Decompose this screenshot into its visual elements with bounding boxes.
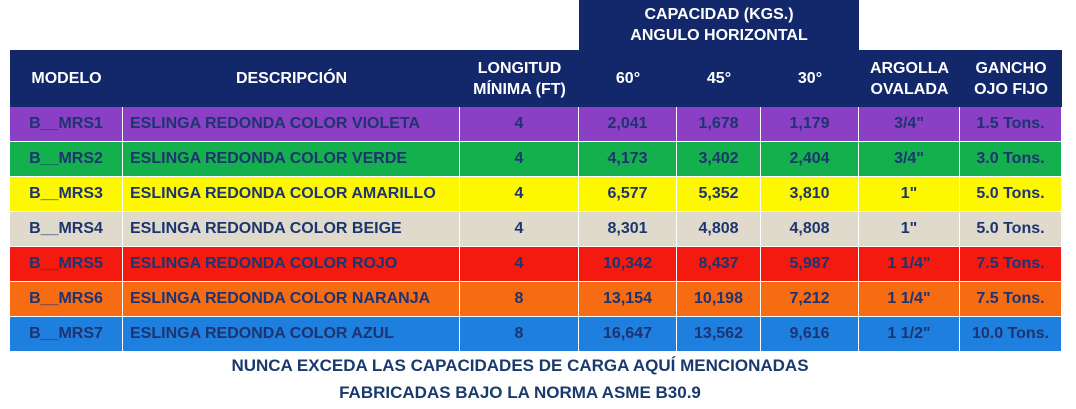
capacity-30-cell: 4,808 — [761, 212, 859, 247]
argolla-cell: 1" — [859, 212, 960, 247]
gancho-cell: 7.5 Tons. — [960, 247, 1062, 282]
modelo-cell: B__MRS3 — [10, 177, 123, 212]
header-gancho-line1: GANCHO — [975, 59, 1047, 77]
longitud-cell: 4 — [460, 212, 579, 247]
capacity-30-cell: 2,404 — [761, 142, 859, 177]
argolla-cell: 1 1/4" — [859, 247, 960, 282]
longitud-cell: 4 — [460, 142, 579, 177]
modelo-cell: B__MRS2 — [10, 142, 123, 177]
argolla-cell: 1" — [859, 177, 960, 212]
capacity-30-cell: 1,179 — [761, 107, 859, 142]
longitud-cell: 8 — [460, 317, 579, 352]
modelo-cell: B__MRS1 — [10, 107, 123, 142]
capacity-45-cell: 13,562 — [677, 317, 761, 352]
descripcion-cell: ESLINGA REDONDA COLOR BEIGE — [123, 212, 460, 247]
modelo-cell: B__MRS4 — [10, 212, 123, 247]
descripcion-cell: ESLINGA REDONDA COLOR NARANJA — [123, 282, 460, 317]
capacity-60-cell: 4,173 — [579, 142, 677, 177]
header-gancho: GANCHO OJO FIJO — [960, 50, 1062, 107]
capacity-30-cell: 9,616 — [761, 317, 859, 352]
gancho-cell: 10.0 Tons. — [960, 317, 1062, 352]
header-argolla: ARGOLLA OVALADA — [859, 50, 960, 107]
header-gancho-line2: OJO FIJO — [974, 80, 1048, 98]
header-modelo: MODELO — [10, 50, 123, 107]
modelo-cell: B__MRS6 — [10, 282, 123, 317]
argolla-cell: 3/4" — [859, 107, 960, 142]
header-angle-45-label: 45° — [706, 69, 732, 87]
header-angle-60-label: 60° — [615, 69, 641, 87]
header-descripcion: DESCRIPCIÓN — [123, 50, 460, 107]
capacity-45-cell: 10,198 — [677, 282, 761, 317]
capacity-45-cell: 8,437 — [677, 247, 761, 282]
header-angle-30-label: 30° — [797, 69, 823, 87]
gancho-cell: 3.0 Tons. — [960, 142, 1062, 177]
header-angle-30: 30° — [761, 50, 859, 107]
capacity-group-line1: CAPACIDAD (KGS.) — [644, 6, 794, 23]
modelo-cell: B__MRS7 — [10, 317, 123, 352]
capacity-60-cell: 2,041 — [579, 107, 677, 142]
capacity-60-cell: 16,647 — [579, 317, 677, 352]
longitud-cell: 8 — [460, 282, 579, 317]
capacity-30-cell: 7,212 — [761, 282, 859, 317]
capacity-60-cell: 13,154 — [579, 282, 677, 317]
descripcion-cell: ESLINGA REDONDA COLOR AMARILLO — [123, 177, 460, 212]
header-argolla-line2: OVALADA — [870, 80, 949, 98]
longitud-cell: 4 — [460, 177, 579, 212]
capacity-45-cell: 4,808 — [677, 212, 761, 247]
header-longitud-line2: MÍNIMA (FT) — [473, 80, 566, 98]
descripcion-cell: ESLINGA REDONDA COLOR ROJO — [123, 247, 460, 282]
descripcion-cell: ESLINGA REDONDA COLOR AZUL — [123, 317, 460, 352]
argolla-cell: 1 1/2" — [859, 317, 960, 352]
capacity-45-cell: 5,352 — [677, 177, 761, 212]
capacity-30-cell: 3,810 — [761, 177, 859, 212]
header-longitud: LONGITUD MÍNIMA (FT) — [460, 50, 579, 107]
modelo-cell: B__MRS5 — [10, 247, 123, 282]
longitud-cell: 4 — [460, 247, 579, 282]
gancho-cell: 5.0 Tons. — [960, 212, 1062, 247]
capacity-30-cell: 5,987 — [761, 247, 859, 282]
header-angle-45: 45° — [677, 50, 761, 107]
capacity-60-cell: 10,342 — [579, 247, 677, 282]
footer-warning: NUNCA EXCEDA LAS CAPACIDADES DE CARGA AQ… — [231, 356, 809, 375]
descripcion-cell: ESLINGA REDONDA COLOR VERDE — [123, 142, 460, 177]
header-longitud-line1: LONGITUD — [477, 59, 562, 77]
gancho-cell: 5.0 Tons. — [960, 177, 1062, 212]
argolla-cell: 1 1/4" — [859, 282, 960, 317]
capacity-group-line2: ANGULO HORIZONTAL — [630, 27, 808, 44]
capacity-group-header: CAPACIDAD (KGS.) ANGULO HORIZONTAL — [579, 0, 859, 50]
capacity-60-cell: 8,301 — [579, 212, 677, 247]
longitud-cell: 4 — [460, 107, 579, 142]
header-modelo-label: MODELO — [31, 69, 102, 87]
footer-standard: FABRICADAS BAJO LA NORMA ASME B30.9 — [339, 383, 701, 402]
capacity-45-cell: 3,402 — [677, 142, 761, 177]
argolla-cell: 3/4" — [859, 142, 960, 177]
header-argolla-line1: ARGOLLA — [869, 59, 950, 77]
capacity-60-cell: 6,577 — [579, 177, 677, 212]
descripcion-cell: ESLINGA REDONDA COLOR VIOLETA — [123, 107, 460, 142]
header-descripcion-label: DESCRIPCIÓN — [235, 69, 348, 87]
capacity-45-cell: 1,678 — [677, 107, 761, 142]
gancho-cell: 1.5 Tons. — [960, 107, 1062, 142]
header-angle-60: 60° — [579, 50, 677, 107]
gancho-cell: 7.5 Tons. — [960, 282, 1062, 317]
